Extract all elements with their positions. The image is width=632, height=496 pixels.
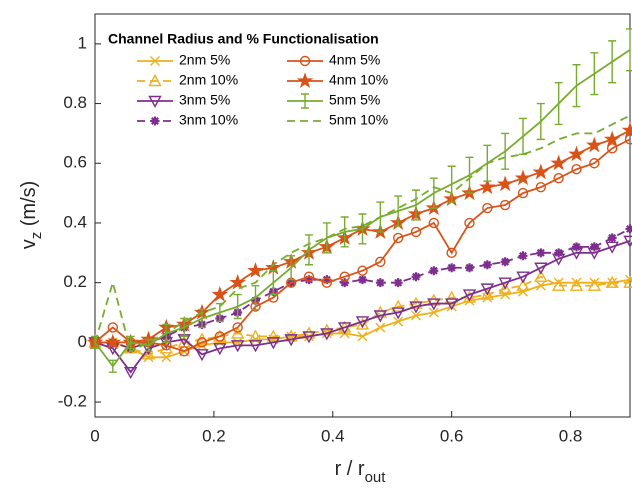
marker — [429, 266, 438, 275]
error-bar — [608, 41, 616, 83]
legend-label: 4nm 5% — [329, 52, 380, 68]
error-bar — [501, 133, 509, 169]
x-label-sub: out — [365, 469, 387, 486]
marker — [536, 248, 545, 257]
marker — [299, 75, 311, 87]
x-tick-label: 0.8 — [559, 426, 583, 445]
series-line — [95, 241, 630, 372]
y-tick-label: 0.2 — [63, 272, 87, 291]
y-tick-label: 0.6 — [63, 153, 87, 172]
marker — [499, 178, 511, 190]
legend-label: 2nm 5% — [179, 52, 230, 68]
y-axis-label: vz (m/s) — [18, 181, 45, 250]
marker — [358, 275, 367, 284]
marker — [554, 248, 563, 257]
y-tick-label: 1 — [78, 33, 87, 52]
marker — [588, 139, 600, 151]
marker — [626, 224, 632, 233]
y-label-main: v — [18, 239, 40, 249]
marker — [570, 148, 582, 160]
marker — [590, 242, 599, 251]
series-line — [95, 277, 630, 355]
error-bar — [590, 53, 598, 95]
marker — [483, 260, 492, 269]
marker — [517, 172, 529, 184]
error-bar — [573, 65, 581, 107]
x-axis-label: r / rout — [335, 458, 387, 486]
legend-label: 3nm 10% — [179, 112, 238, 128]
error-bar — [537, 104, 545, 140]
error-bar — [555, 83, 563, 125]
marker — [501, 257, 510, 266]
x-tick-label: 0 — [90, 426, 99, 445]
error-bar — [519, 118, 527, 154]
x-tick-label: 0.4 — [321, 426, 345, 445]
legend-label: 4nm 10% — [329, 72, 388, 88]
marker — [151, 117, 160, 126]
marker — [394, 278, 403, 287]
marker — [481, 181, 493, 193]
marker — [376, 323, 385, 332]
marker — [572, 242, 581, 251]
error-bar — [305, 235, 313, 265]
y-label-sub: z — [28, 232, 45, 240]
legend-label: 5nm 10% — [329, 112, 388, 128]
legend-title: Channel Radius and % Functionalisation — [108, 31, 379, 47]
marker — [412, 272, 421, 281]
marker — [535, 166, 547, 178]
x-label-main: r / r — [335, 458, 365, 480]
marker — [447, 263, 456, 272]
y-tick-label: 0 — [78, 332, 87, 351]
marker — [465, 263, 474, 272]
y-tick-label: -0.2 — [58, 392, 87, 411]
marker — [606, 133, 618, 145]
y-tick-label: 0.8 — [63, 93, 87, 112]
legend-label: 3nm 5% — [179, 92, 230, 108]
y-label-unit: (m/s) — [18, 181, 40, 232]
error-bar — [466, 157, 474, 193]
legend-label: 2nm 10% — [179, 72, 238, 88]
x-tick-label: 0.6 — [440, 426, 464, 445]
error-bar — [430, 178, 438, 208]
marker — [608, 233, 617, 242]
legend-label: 5nm 5% — [329, 92, 380, 108]
y-tick-label: 0.4 — [63, 212, 87, 231]
marker — [376, 278, 385, 287]
marker — [552, 157, 564, 169]
marker — [519, 251, 528, 260]
x-tick-label: 0.2 — [202, 426, 226, 445]
